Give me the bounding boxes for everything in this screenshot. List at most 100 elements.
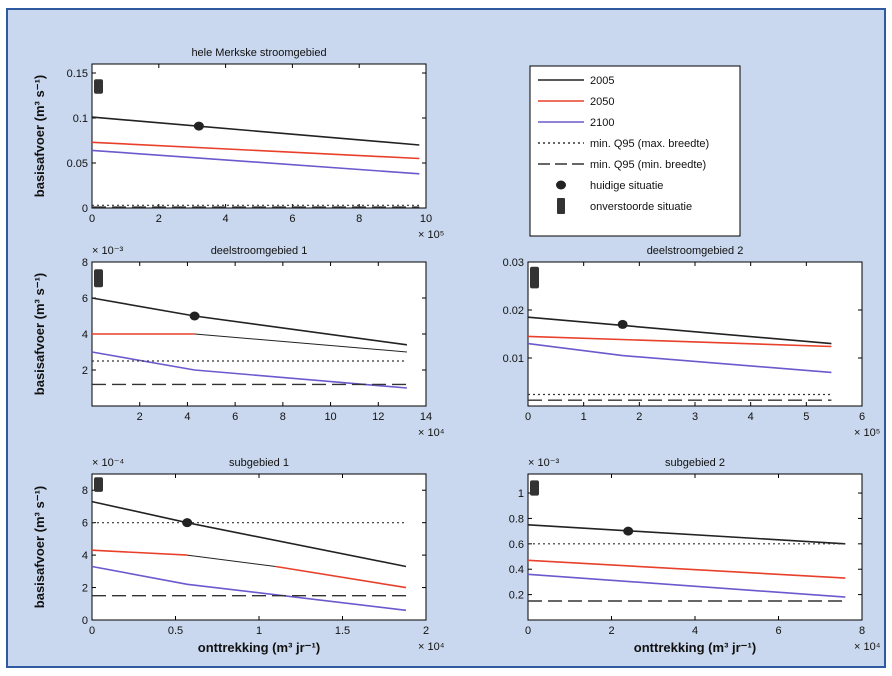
x-tick-label: 5 (803, 411, 809, 423)
x-axis-label: onttrekking (m³ jr⁻¹) (198, 640, 320, 655)
legend-label: min. Q95 (min. breedte) (590, 159, 706, 171)
series-line (527, 316, 832, 345)
y-tick-label: 0.05 (67, 158, 88, 170)
y-tick-label: 0.15 (67, 68, 88, 80)
chart-panel-4: subgebied 1 0 0.5 1 1.5 2 0 2 4 6 8 × 10⁴ × 10⁻⁴ basi… (32, 457, 445, 655)
x-axis-label: onttrekking (m³ jr⁻¹) (634, 640, 756, 655)
legend: 2005 2050 2100 min. Q95 (max. breedte) min. … (529, 65, 741, 237)
plot-area (527, 261, 863, 407)
legend-label: huidige situatie (590, 180, 663, 192)
x-tick-label: 4 (223, 213, 229, 225)
x-tick-label: 2 (423, 625, 429, 637)
x-multiplier: × 10⁴ (854, 641, 881, 653)
x-tick-label: 10 (420, 213, 432, 225)
y-multiplier: × 10⁻³ (528, 457, 560, 469)
x-tick-label: 8 (280, 411, 286, 423)
y-axis-label: basisafvoer (m³ s⁻¹) (32, 273, 47, 395)
x-multiplier: × 10⁵ (418, 229, 444, 241)
y-tick-label: 8 (82, 257, 88, 269)
series-line (527, 342, 832, 374)
x-multiplier: × 10⁵ (854, 427, 880, 439)
plot-area (527, 473, 863, 621)
x-tick-label: 8 (859, 625, 865, 637)
y-tick-label: 6 (82, 293, 88, 305)
series-line (194, 333, 407, 353)
y-tick-label: 0.03 (503, 257, 524, 269)
legend-item: huidige situatie (556, 180, 663, 192)
chart-panel-5: subgebied 2 0 2 4 6 8 0.2 0.4 0.6 0.8 1 × 10⁴ × 10⁻³… (509, 457, 881, 655)
x-tick-label: 8 (356, 213, 362, 225)
legend-label: 2005 (590, 75, 614, 87)
chart-title: hele Merkske stroomgebied (191, 47, 326, 59)
legend-item: 2100 (538, 117, 614, 129)
legend-label: onverstoorde situatie (590, 201, 692, 213)
series-line (527, 335, 832, 348)
x-tick-label: 0.5 (168, 625, 183, 637)
series-line (91, 549, 188, 556)
x-tick-label: 0 (525, 625, 531, 637)
x-tick-label: 1.5 (335, 625, 350, 637)
x-tick-label: 2 (156, 213, 162, 225)
y-tick-label: 0.01 (503, 353, 524, 365)
legend-item: 2050 (538, 96, 614, 108)
x-tick-label: 6 (859, 411, 865, 423)
plot-area (91, 63, 427, 209)
chart-title: deelstroomgebied 1 (211, 245, 308, 257)
legend-item: min. Q95 (max. breedte) (538, 138, 709, 150)
y-multiplier: × 10⁻³ (92, 245, 124, 257)
y-tick-label: 8 (82, 485, 88, 497)
chart-panel-3: deelstroomgebied 2 0 1 2 3 4 5 6 0.01 0.02 0.03 × 1… (503, 245, 881, 439)
y-tick-label: 4 (82, 550, 88, 562)
y-multiplier: × 10⁻⁴ (92, 457, 125, 469)
chart-title: deelstroomgebied 2 (647, 245, 744, 257)
current-situation-marker (193, 121, 204, 131)
legend-label: min. Q95 (max. breedte) (590, 138, 709, 150)
plot-area (91, 473, 427, 621)
x-tick-label: 4 (184, 411, 190, 423)
y-tick-label: 2 (82, 365, 88, 377)
figure-frame: hele Merkske stroomgebied 0 2 4 6 8 10 0 0.05 0.1… (6, 8, 886, 668)
chart-panel-2: deelstroomgebied 1 2 4 6 8 10 12 14 2 4 6 8 × 10⁴ × 1… (32, 245, 445, 439)
chart-panel-1: hele Merkske stroomgebied 0 2 4 6 8 10 0 0.05 0.1… (32, 47, 444, 241)
legend-item: 2005 (538, 75, 614, 87)
series-line (91, 116, 420, 146)
y-tick-label: 0.6 (509, 539, 524, 551)
legend-item: onverstoorde situatie (557, 198, 692, 214)
undisturbed-situation-marker (94, 477, 103, 492)
legend-item: min. Q95 (min. breedte) (538, 159, 706, 171)
y-tick-label: 4 (82, 329, 88, 341)
x-tick-label: 12 (372, 411, 384, 423)
undisturbed-situation-marker (530, 480, 539, 496)
series-line (91, 565, 407, 612)
y-tick-label: 2 (82, 583, 88, 595)
x-multiplier: × 10⁴ (418, 427, 445, 439)
y-tick-label: 0.02 (503, 305, 524, 317)
series-line (187, 554, 276, 567)
y-tick-label: 0.4 (509, 564, 524, 576)
y-tick-label: 6 (82, 518, 88, 530)
chart-title: subgebied 1 (229, 457, 289, 469)
chart-title: subgebied 2 (665, 457, 725, 469)
undisturbed-situation-marker (94, 79, 103, 94)
series-line (527, 573, 846, 598)
y-tick-label: 0 (82, 615, 88, 627)
y-tick-label: 0 (82, 203, 88, 215)
x-tick-label: 4 (692, 625, 698, 637)
y-axis-label: basisafvoer (m³ s⁻¹) (32, 75, 47, 197)
y-tick-label: 1 (518, 488, 524, 500)
y-tick-label: 0.8 (509, 513, 524, 525)
current-situation-marker (189, 311, 200, 321)
y-axis-label: basisafvoer (m³ s⁻¹) (32, 486, 47, 608)
x-tick-label: 6 (775, 625, 781, 637)
legend-label: 2100 (590, 117, 614, 129)
x-multiplier: × 10⁴ (418, 641, 445, 653)
x-tick-label: 6 (289, 213, 295, 225)
x-tick-label: 0 (525, 411, 531, 423)
x-tick-label: 2 (636, 411, 642, 423)
undisturbed-situation-marker (94, 269, 103, 288)
series-line (275, 565, 407, 589)
x-tick-label: 6 (232, 411, 238, 423)
x-tick-label: 0 (89, 625, 95, 637)
current-situation-marker (623, 526, 634, 536)
